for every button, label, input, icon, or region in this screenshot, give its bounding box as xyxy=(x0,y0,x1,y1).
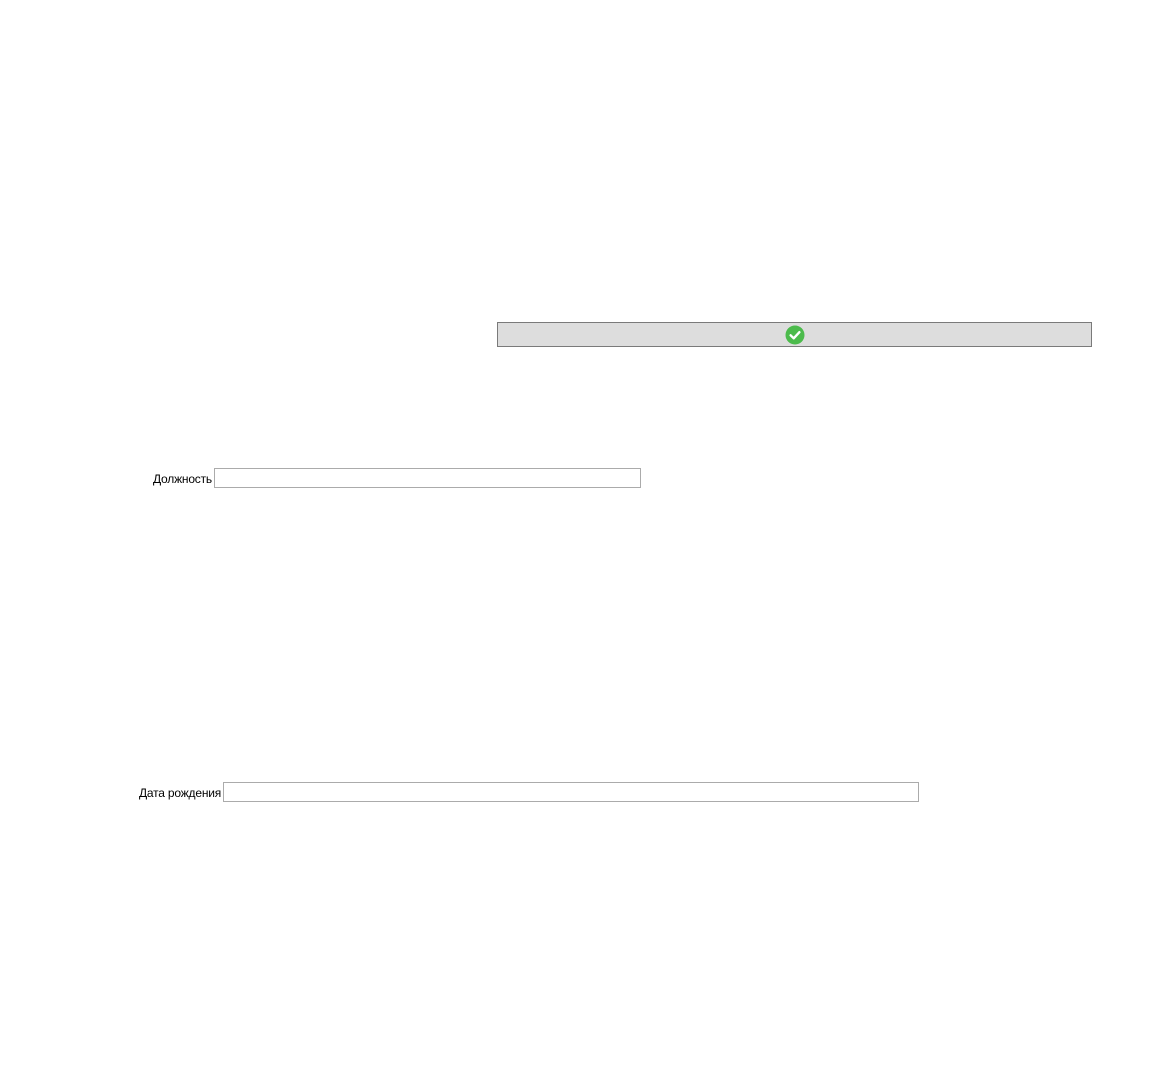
position-label: Должность xyxy=(153,472,212,486)
checkmark-circle-icon xyxy=(785,325,804,344)
birth-date-input[interactable] xyxy=(223,782,919,802)
birth-date-label: Дата рождения xyxy=(139,786,222,800)
confirm-button[interactable] xyxy=(497,322,1092,347)
position-input[interactable] xyxy=(214,468,641,488)
